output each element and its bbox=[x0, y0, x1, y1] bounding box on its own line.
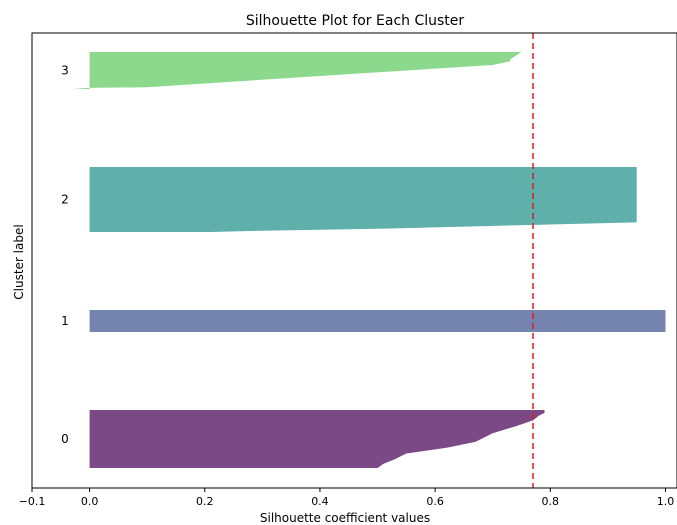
cluster-label-3: 3 bbox=[61, 64, 69, 78]
x-tick-label: 0.8 bbox=[542, 495, 560, 508]
y-axis-label: Cluster label bbox=[12, 224, 26, 299]
silhouette-cluster-2 bbox=[89, 167, 637, 232]
x-tick-label: −0.1 bbox=[19, 495, 46, 508]
x-tick-label: 0.0 bbox=[81, 495, 99, 508]
cluster-label-0: 0 bbox=[61, 432, 69, 446]
x-tick-label: 0.2 bbox=[196, 495, 214, 508]
x-axis: −0.1 0.0 0.2 0.4 0.6 0.8 1.0 bbox=[19, 488, 675, 508]
plot-frame bbox=[31, 32, 677, 489]
y-tick-labels: 0 1 2 3 bbox=[61, 64, 69, 447]
cluster-label-2: 2 bbox=[61, 193, 69, 207]
plot-area bbox=[72, 33, 666, 488]
x-tick-label: 1.0 bbox=[657, 495, 675, 508]
chart-title: Silhouette Plot for Each Cluster bbox=[246, 13, 465, 29]
silhouette-cluster-3 bbox=[72, 52, 522, 89]
x-axis-label: Silhouette coefficient values bbox=[260, 511, 430, 525]
x-tick-label: 0.4 bbox=[311, 495, 329, 508]
x-tick-label: 0.6 bbox=[426, 495, 444, 508]
silhouette-cluster-0 bbox=[89, 410, 545, 468]
cluster-label-1: 1 bbox=[61, 314, 69, 328]
silhouette-cluster-1 bbox=[89, 310, 666, 332]
